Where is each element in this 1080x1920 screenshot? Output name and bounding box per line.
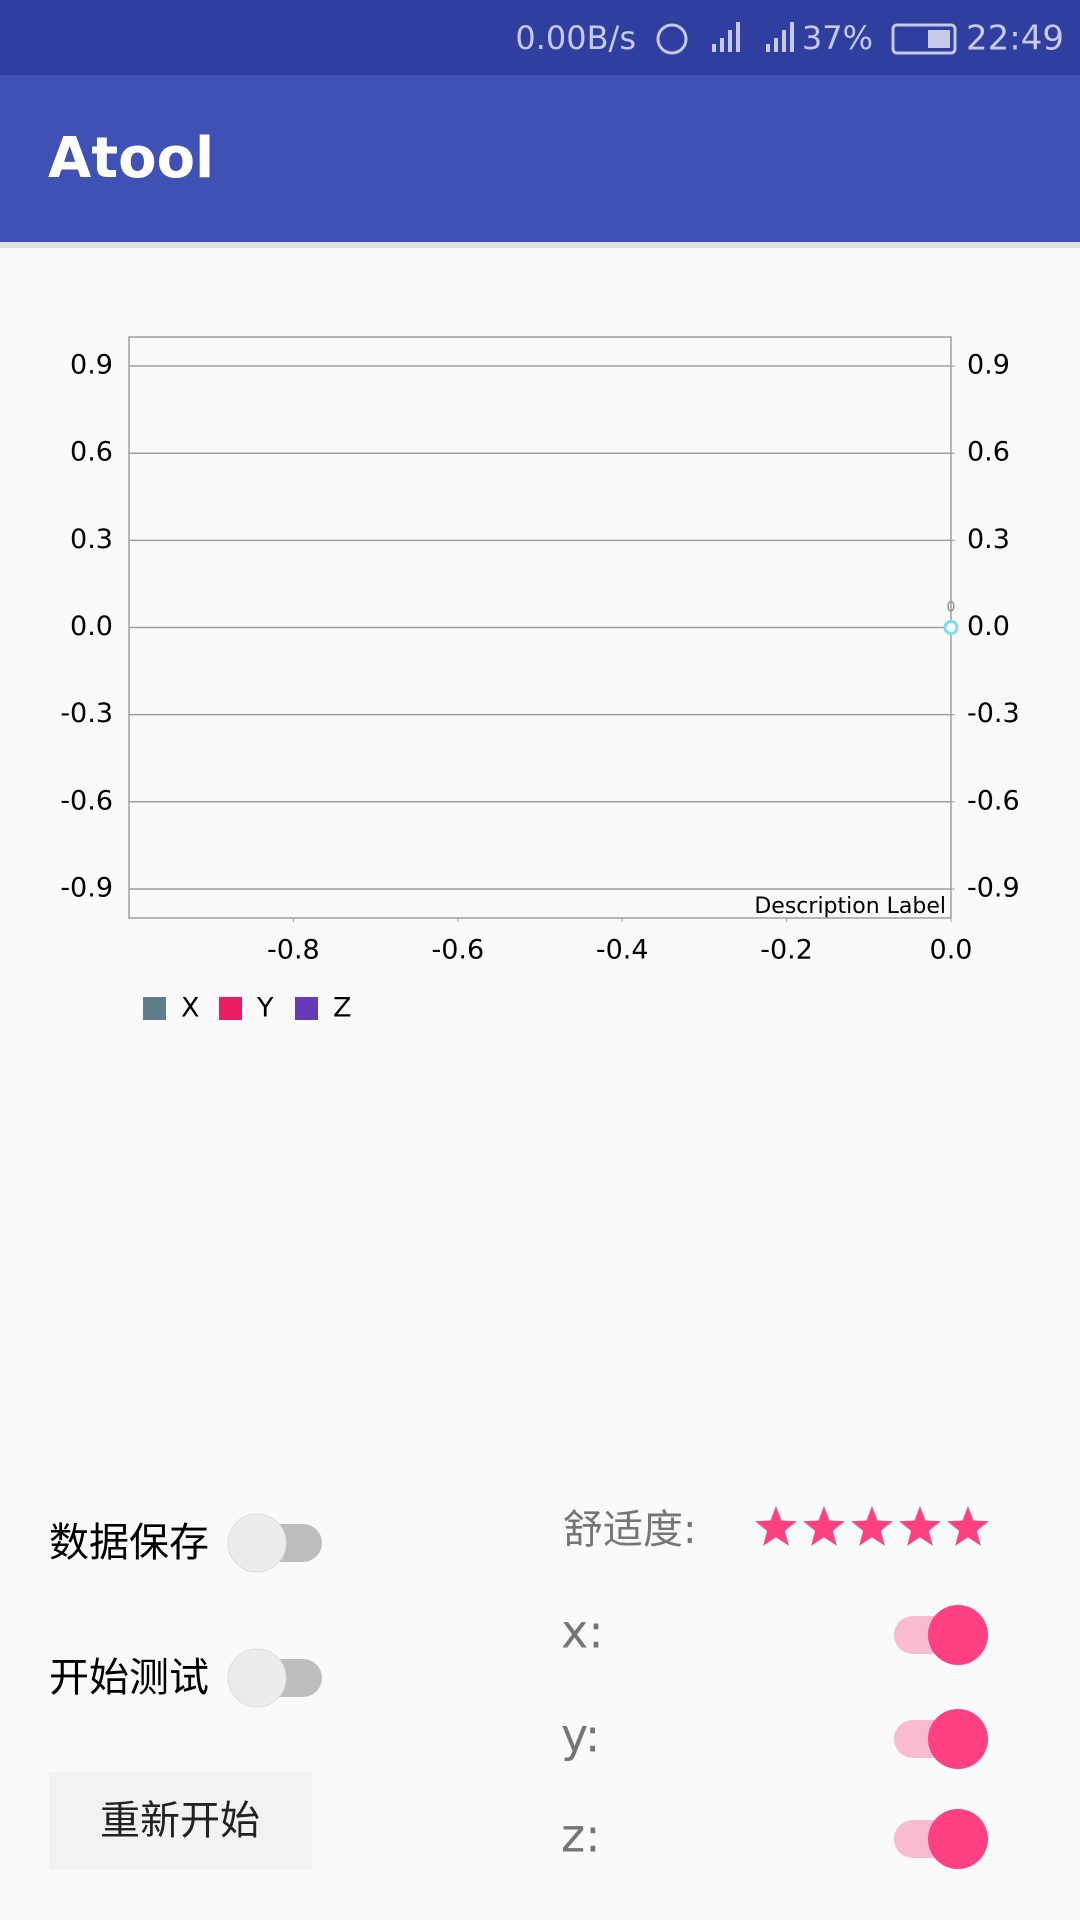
- y2-tick-label: 0.6: [967, 437, 1010, 468]
- x-tick-label: -0.8: [267, 935, 320, 966]
- x-tick-label: -0.4: [596, 935, 649, 966]
- rating-star[interactable]: [899, 1506, 941, 1546]
- y-tick-label: 0.6: [70, 437, 113, 468]
- start-test-label: 开始测试: [49, 1655, 209, 1701]
- signal-icon: [712, 22, 740, 52]
- data-point: [943, 620, 959, 635]
- axis-label: z:: [561, 1809, 601, 1863]
- y2-tick-label: -0.9: [967, 872, 1020, 903]
- x-tick-label: -0.2: [760, 935, 813, 966]
- y-tick-label: -0.3: [60, 698, 113, 729]
- y2-tick-label: 0.0: [967, 611, 1010, 642]
- y2-tick-label: -0.6: [967, 785, 1020, 816]
- x-tick-label: -0.6: [431, 935, 484, 966]
- status-bar: [0, 0, 1080, 75]
- legend-swatch: [219, 997, 242, 1020]
- restart-button[interactable]: [49, 1772, 312, 1870]
- switch-thumb[interactable]: [928, 1605, 988, 1665]
- battery-percent: 37%: [802, 19, 873, 57]
- clock: 22:49: [966, 19, 1064, 59]
- battery-level: [928, 30, 950, 48]
- switch-thumb[interactable]: [928, 1709, 988, 1769]
- y2-tick-label: 0.9: [967, 350, 1010, 381]
- signal-4g-icon: [766, 22, 794, 52]
- legend-label: Y: [256, 993, 274, 1024]
- rating-star[interactable]: [947, 1506, 989, 1546]
- y2-tick-label: -0.3: [967, 698, 1020, 729]
- restart-button-label[interactable]: 重新开始: [100, 1798, 260, 1844]
- x-tick-label: 0.0: [930, 935, 973, 966]
- rating-star[interactable]: [755, 1506, 797, 1546]
- y-tick-label: 0.0: [70, 611, 113, 642]
- switch-thumb[interactable]: [227, 1513, 287, 1573]
- alarm-icon: [656, 23, 688, 55]
- chart-description: Description Label: [754, 894, 946, 919]
- switch-thumb[interactable]: [928, 1809, 988, 1869]
- axis-label: y:: [561, 1709, 600, 1763]
- app-bar: [0, 75, 1080, 242]
- y-tick-label: 0.9: [70, 350, 113, 381]
- data-save-label: 数据保存: [49, 1520, 209, 1566]
- y-tick-label: -0.6: [60, 785, 113, 816]
- legend-swatch: [295, 997, 318, 1020]
- axis-label: x:: [561, 1605, 604, 1659]
- legend-label: X: [181, 993, 200, 1024]
- legend-label: Z: [333, 993, 352, 1024]
- y-tick-label: 0.3: [70, 524, 113, 555]
- app-title: Atool: [48, 126, 214, 191]
- rating-star[interactable]: [803, 1506, 845, 1546]
- y2-tick-label: 0.3: [967, 524, 1010, 555]
- comfort-label: 舒适度:: [563, 1507, 696, 1553]
- switch-thumb[interactable]: [227, 1648, 287, 1708]
- battery-icon: [891, 23, 957, 55]
- net-speed: 0.00B/s: [515, 19, 636, 57]
- data-label: 0: [947, 600, 956, 616]
- app-bar-shadow: [0, 242, 1080, 248]
- rating-star[interactable]: [851, 1506, 893, 1546]
- y-tick-label: -0.9: [60, 872, 113, 903]
- legend-swatch: [143, 997, 166, 1020]
